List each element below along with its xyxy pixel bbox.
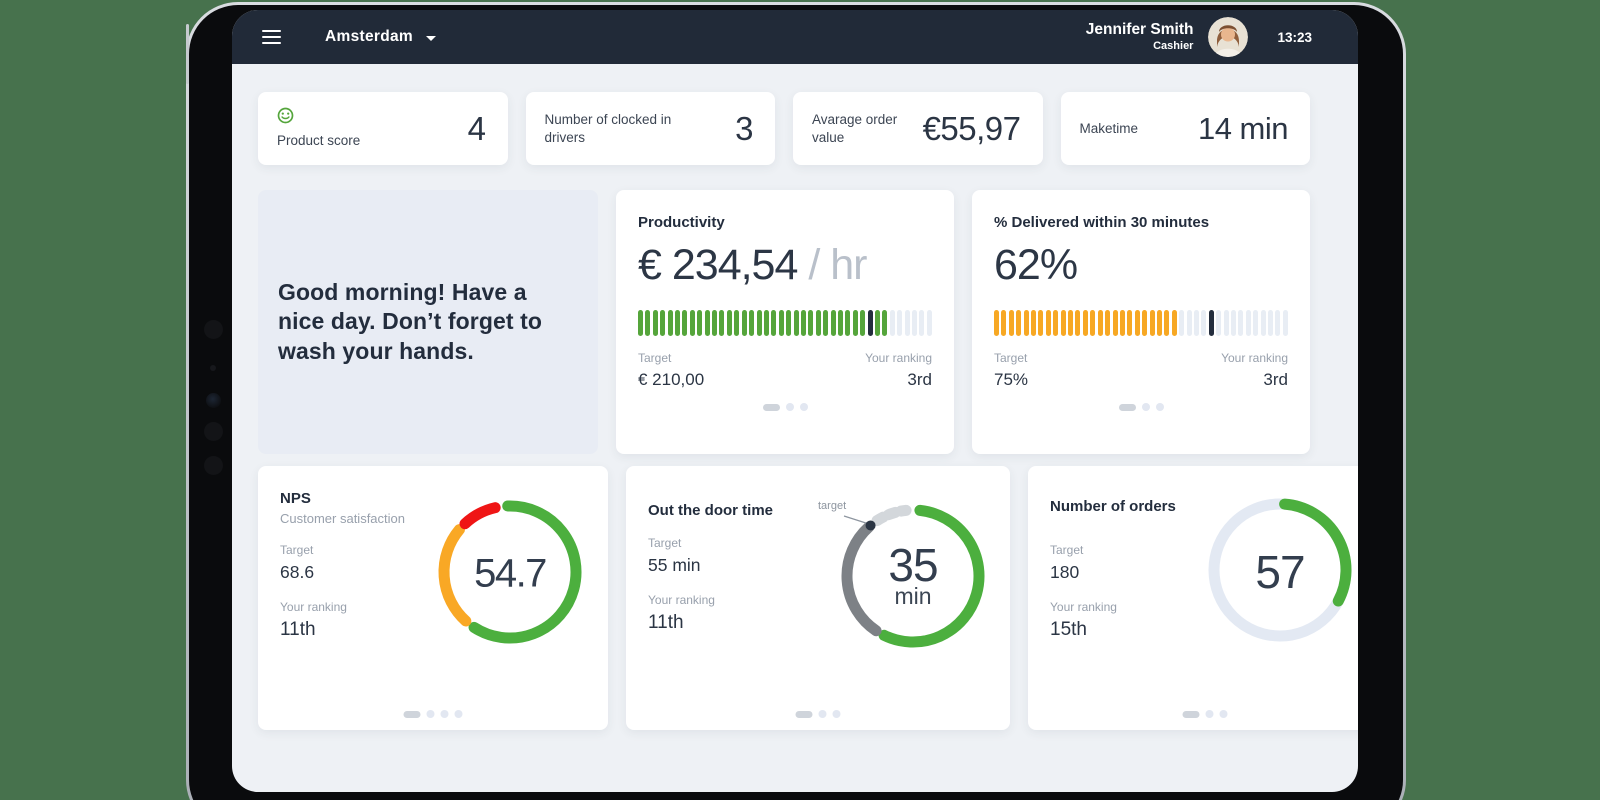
menu-icon[interactable] xyxy=(262,29,281,45)
card-title: Out the door time xyxy=(648,502,773,519)
user-info: Jennifer Smith Cashier xyxy=(1086,21,1194,54)
pager-dots[interactable] xyxy=(1182,710,1228,718)
orders-ring-gauge: 57 xyxy=(1200,490,1358,730)
kpi-label: Product score xyxy=(277,107,360,149)
dashboard-row-2: NPS Customer satisfaction Target 68.6 Yo… xyxy=(258,466,1358,730)
pager-dots[interactable] xyxy=(994,403,1288,411)
orders-info: Number of orders Target 180 Your ranking… xyxy=(1050,490,1200,730)
target-callout-label: target xyxy=(818,500,847,512)
ranking-value: 15th xyxy=(1050,619,1087,640)
metric-labels: Target € 210,00 Your ranking 3rd xyxy=(638,351,932,390)
user-name: Jennifer Smith xyxy=(1085,20,1194,38)
target-label: Target xyxy=(638,351,672,365)
ranking-value: 3rd xyxy=(1263,370,1288,389)
kpi-row: Product score 4 Number of clocked in dri… xyxy=(258,92,1310,165)
out-the-door-ring-gauge: target 35 min xyxy=(798,486,998,730)
dashboard-row-1: Good morning! Have a nice day. Don’t for… xyxy=(258,190,1310,454)
target-value: 180 xyxy=(1050,562,1080,582)
out-the-door-unit: min xyxy=(894,583,932,610)
kpi-card-maketime: Maketime 14 min xyxy=(1060,92,1310,165)
kpi-card-average-order-value: Avarage order value €55,97 xyxy=(793,92,1043,165)
kpi-label: Avarage order value xyxy=(812,111,898,145)
ranking-label: Your ranking xyxy=(1050,600,1117,614)
target-label: Target xyxy=(648,536,682,550)
user-role: Cashier xyxy=(1153,40,1194,53)
orders-value: 57 xyxy=(1255,546,1305,598)
card-title: Productivity xyxy=(638,214,725,231)
top-app-bar: Amsterdam Jennifer Smith Cashier xyxy=(232,10,1358,64)
tablet-bezel: Amsterdam Jennifer Smith Cashier xyxy=(189,5,1403,800)
metric-labels: Target 75% Your ranking 3rd xyxy=(994,351,1288,390)
bezel-detail xyxy=(203,456,223,475)
app-screen: Amsterdam Jennifer Smith Cashier xyxy=(232,10,1358,792)
card-title: Number of orders xyxy=(1050,498,1176,515)
pager-dots[interactable] xyxy=(403,710,463,718)
target-block: Target € 210,00 xyxy=(638,351,704,390)
pager-dots[interactable] xyxy=(795,710,841,718)
topbar-user-area: Jennifer Smith Cashier xyxy=(1086,17,1328,57)
out-the-door-value: 35 min xyxy=(888,539,938,610)
target-label: Target xyxy=(994,351,1028,365)
smiley-icon xyxy=(277,107,360,129)
ranking-value: 3rd xyxy=(907,370,932,389)
location-label: Amsterdam xyxy=(325,28,413,45)
nps-card[interactable]: NPS Customer satisfaction Target 68.6 Yo… xyxy=(258,466,608,730)
greeting-text: Good morning! Have a nice day. Don’t for… xyxy=(278,279,543,364)
target-value: 55 min xyxy=(648,555,701,575)
pager-dots[interactable] xyxy=(638,403,932,411)
delivered-value: 62% xyxy=(994,241,1078,289)
bezel-detail xyxy=(203,422,223,441)
kpi-value: 3 xyxy=(735,109,753,147)
card-title: % Delivered within 30 minutes xyxy=(994,214,1210,231)
kpi-value: 14 min xyxy=(1197,110,1289,146)
clock-time: 13:23 xyxy=(1277,29,1312,45)
productivity-value: € 234,54 / hr xyxy=(638,241,867,289)
target-block: Target 75% xyxy=(994,351,1028,390)
out-the-door-card[interactable]: Out the door time Target 55 min Your ran… xyxy=(626,466,1010,730)
target-label: Target xyxy=(1050,543,1084,557)
ranking-label: Your ranking xyxy=(865,351,932,365)
avatar[interactable] xyxy=(1208,17,1249,57)
kpi-value: 4 xyxy=(467,109,486,147)
target-value: € 210,00 xyxy=(638,370,705,389)
nps-ring-gauge: 54.7 xyxy=(430,492,590,730)
tablet-device-frame: Amsterdam Jennifer Smith Cashier xyxy=(186,2,1406,800)
target-value: 75% xyxy=(994,370,1029,389)
ranking-label: Your ranking xyxy=(648,593,715,607)
kpi-card-product-score: Product score 4 xyxy=(258,92,508,165)
number-of-orders-card[interactable]: Number of orders Target 180 Your ranking… xyxy=(1028,466,1358,730)
delivered-bar-gauge xyxy=(994,310,1288,336)
nps-info: NPS Customer satisfaction Target 68.6 Yo… xyxy=(280,490,430,730)
dashboard-content: Product score 4 Number of clocked in dri… xyxy=(232,64,1358,730)
kpi-value: €55,97 xyxy=(922,109,1021,147)
chevron-down-icon xyxy=(425,35,436,41)
out-the-door-info: Out the door time Target 55 min Your ran… xyxy=(648,490,798,730)
nps-value: 54.7 xyxy=(474,551,547,596)
ranking-block: Your ranking 3rd xyxy=(865,351,932,390)
ranking-block: Your ranking 3rd xyxy=(1221,351,1288,390)
productivity-unit: / hr xyxy=(797,241,867,289)
productivity-bar-gauge xyxy=(638,310,932,336)
ranking-value: 11th xyxy=(648,612,684,633)
tablet-side-button xyxy=(186,24,189,84)
kpi-card-clocked-in-drivers: Number of clocked in drivers 3 xyxy=(525,92,775,165)
target-label: Target xyxy=(280,543,314,557)
bezel-detail xyxy=(210,365,216,371)
ranking-label: Your ranking xyxy=(1221,351,1288,365)
greeting-card: Good morning! Have a nice day. Don’t for… xyxy=(258,190,598,454)
kpi-label: Number of clocked in drivers xyxy=(544,111,672,145)
location-selector[interactable]: Amsterdam xyxy=(325,28,436,46)
productivity-card[interactable]: Productivity € 234,54 / hr Target € 210,… xyxy=(616,190,954,454)
camera-lens xyxy=(205,393,221,408)
ranking-value: 11th xyxy=(280,619,316,640)
bezel-detail xyxy=(203,320,223,339)
target-value: 68.6 xyxy=(280,562,315,582)
card-title: NPS xyxy=(280,490,311,507)
kpi-label: Maketime xyxy=(1079,120,1139,136)
delivered-within-30-card[interactable]: % Delivered within 30 minutes 62% Target… xyxy=(972,190,1310,454)
ranking-label: Your ranking xyxy=(280,600,347,614)
card-subtitle: Customer satisfaction xyxy=(280,511,405,526)
